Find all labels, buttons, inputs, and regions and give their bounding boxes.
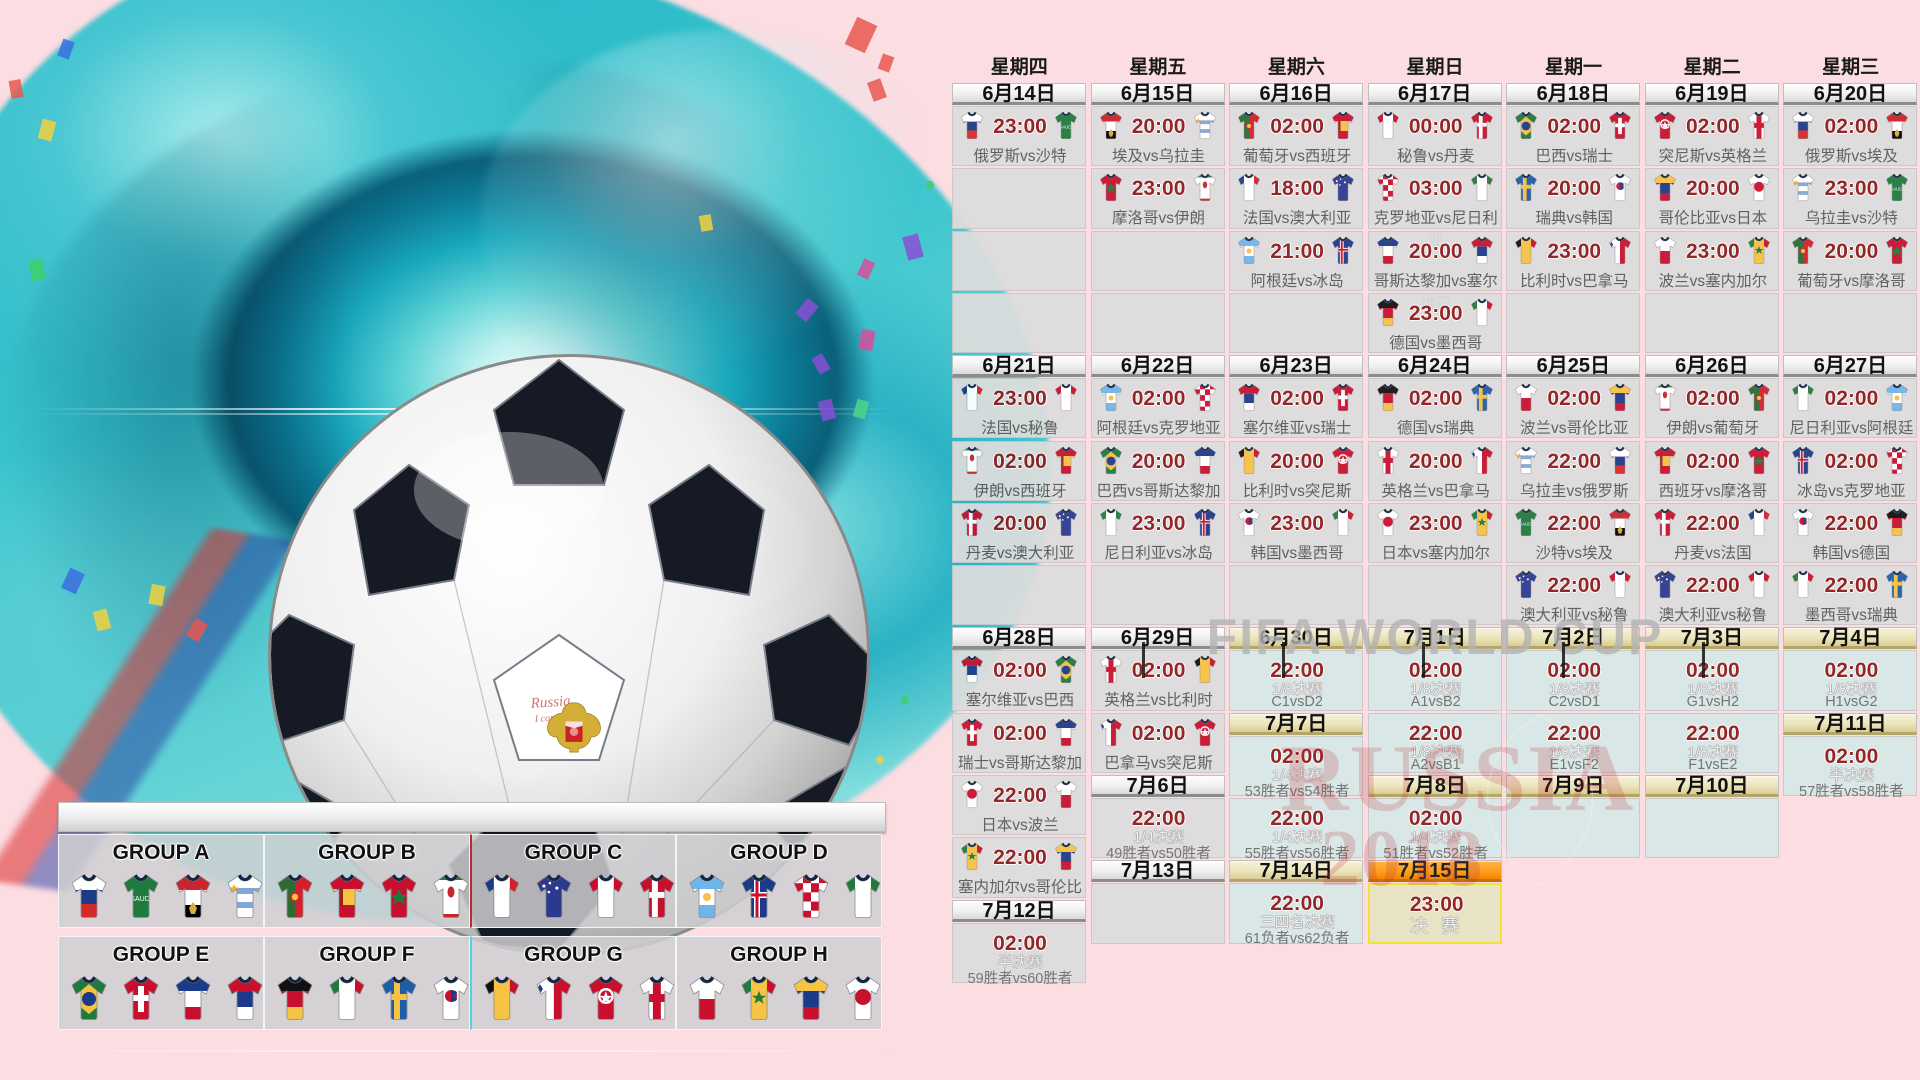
svg-text:SAUDI: SAUDI bbox=[1891, 187, 1904, 192]
svg-text:2018: 2018 bbox=[1320, 815, 1484, 903]
svg-text:SAUDI: SAUDI bbox=[130, 896, 151, 903]
svg-text:SAUDI: SAUDI bbox=[1059, 125, 1072, 130]
